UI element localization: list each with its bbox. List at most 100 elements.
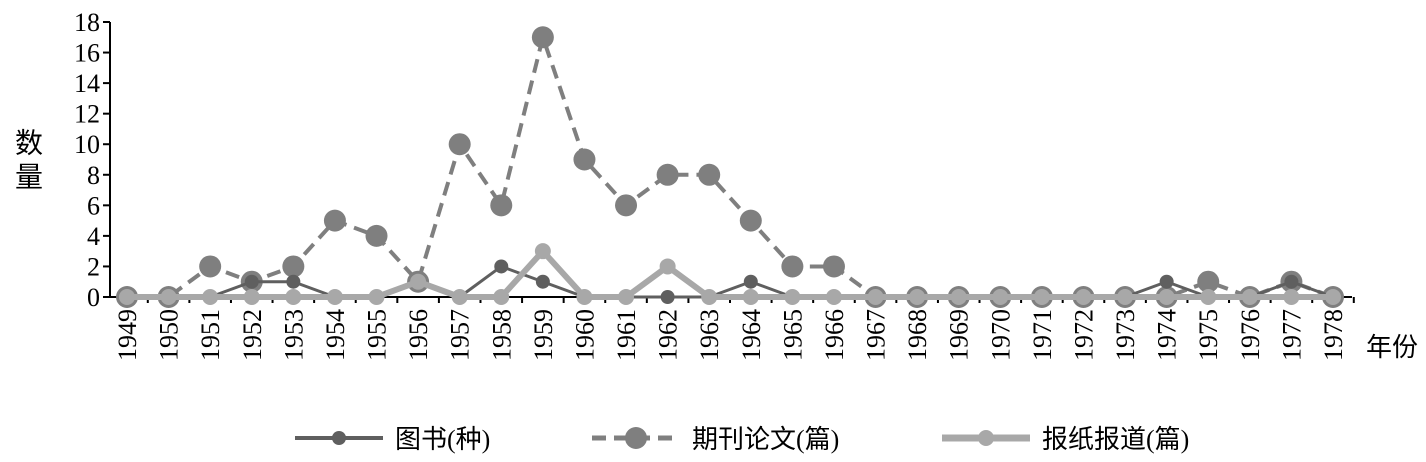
data-point bbox=[1283, 289, 1300, 305]
data-point bbox=[867, 289, 884, 305]
legend-marker bbox=[978, 430, 994, 446]
data-point bbox=[1197, 270, 1220, 293]
data-point bbox=[618, 289, 635, 305]
data-point bbox=[365, 224, 388, 247]
data-point bbox=[576, 289, 593, 305]
data-point bbox=[1075, 289, 1092, 305]
data-point bbox=[1159, 274, 1174, 289]
x-tick-label: 1961 bbox=[612, 309, 641, 361]
data-point bbox=[160, 289, 177, 305]
y-tick-label: 14 bbox=[74, 69, 100, 98]
y-tick-label: 10 bbox=[74, 130, 100, 159]
x-tick-label: 1973 bbox=[1111, 309, 1140, 361]
data-point bbox=[909, 289, 926, 305]
series-line bbox=[127, 264, 1334, 299]
data-point bbox=[534, 243, 551, 260]
x-tick-label: 1969 bbox=[945, 309, 974, 361]
data-point bbox=[656, 163, 679, 186]
data-point bbox=[368, 289, 385, 305]
x-tick-label: 1951 bbox=[196, 309, 225, 361]
data-point bbox=[448, 133, 471, 156]
x-tick-label: 1953 bbox=[279, 309, 308, 361]
data-point bbox=[1033, 289, 1050, 305]
x-tick-label: 1974 bbox=[1153, 309, 1182, 361]
x-tick-label: 1959 bbox=[529, 309, 558, 361]
data-point bbox=[660, 290, 675, 304]
legend-marker bbox=[332, 431, 346, 445]
x-tick-label: 1949 bbox=[113, 309, 142, 361]
data-point bbox=[493, 289, 510, 305]
data-point bbox=[286, 274, 301, 289]
x-tick-label: 1975 bbox=[1194, 309, 1223, 361]
legend-label: 报纸报道(篇) bbox=[1042, 425, 1189, 454]
x-tick-label: 1970 bbox=[986, 309, 1015, 361]
y-axis-label: 数量 bbox=[11, 128, 42, 196]
data-point bbox=[1117, 289, 1134, 305]
x-tick-label: 1954 bbox=[321, 309, 350, 361]
data-point bbox=[992, 289, 1009, 305]
data-point bbox=[244, 274, 259, 289]
data-point bbox=[490, 194, 513, 217]
data-point bbox=[535, 274, 550, 289]
data-point bbox=[825, 289, 842, 305]
y-tick-label: 16 bbox=[74, 39, 100, 68]
data-point bbox=[243, 289, 260, 305]
data-point bbox=[701, 289, 718, 305]
legend-marker bbox=[625, 427, 647, 449]
x-tick-label: 1977 bbox=[1277, 309, 1306, 361]
data-point bbox=[285, 289, 302, 305]
x-tick-label: 1952 bbox=[238, 309, 267, 361]
data-point bbox=[739, 209, 762, 232]
y-tick-label: 18 bbox=[74, 8, 100, 37]
x-tick-label: 1976 bbox=[1236, 309, 1265, 361]
data-point bbox=[743, 274, 758, 289]
x-tick-label: 1958 bbox=[487, 309, 516, 361]
data-point bbox=[199, 255, 222, 278]
x-tick-label: 1968 bbox=[903, 309, 932, 361]
data-point bbox=[659, 258, 676, 275]
x-tick-label: 1964 bbox=[737, 309, 766, 361]
data-point bbox=[822, 255, 845, 278]
x-axis-label: 年份 bbox=[1366, 333, 1418, 362]
data-point bbox=[282, 255, 305, 278]
data-point bbox=[1200, 289, 1217, 305]
data-point bbox=[326, 289, 343, 305]
x-tick-label: 1950 bbox=[155, 309, 184, 361]
y-tick-label: 6 bbox=[87, 191, 100, 220]
y-tick-label: 12 bbox=[74, 100, 100, 129]
legend-label: 期刊论文(篇) bbox=[692, 425, 839, 454]
data-point bbox=[742, 289, 759, 305]
data-point bbox=[1284, 274, 1299, 289]
data-point bbox=[410, 273, 427, 290]
data-point bbox=[573, 148, 596, 171]
data-point bbox=[451, 289, 468, 305]
data-point bbox=[950, 289, 967, 305]
x-tick-label: 1978 bbox=[1319, 309, 1348, 361]
x-tick-label: 1956 bbox=[404, 309, 433, 361]
x-tick-label: 1955 bbox=[363, 309, 392, 361]
data-point bbox=[202, 289, 219, 305]
data-point bbox=[1158, 289, 1175, 305]
x-tick-label: 1972 bbox=[1069, 309, 1098, 361]
x-tick-label: 1960 bbox=[570, 309, 599, 361]
x-tick-label: 1966 bbox=[820, 309, 849, 361]
x-tick-label: 1963 bbox=[695, 309, 724, 361]
data-point bbox=[323, 209, 346, 232]
data-point bbox=[698, 163, 721, 186]
legend-label: 图书(种) bbox=[395, 425, 490, 454]
data-point bbox=[119, 289, 135, 305]
x-tick-label: 1962 bbox=[654, 309, 683, 361]
data-point bbox=[1241, 289, 1258, 305]
y-tick-label: 4 bbox=[87, 222, 100, 251]
x-tick-label: 1971 bbox=[1028, 309, 1057, 361]
data-point bbox=[781, 255, 804, 278]
data-point bbox=[784, 289, 801, 305]
data-point bbox=[531, 26, 554, 49]
data-point bbox=[1325, 289, 1341, 305]
y-tick-label: 2 bbox=[87, 252, 100, 281]
x-tick-label: 1957 bbox=[446, 309, 475, 361]
y-tick-label: 0 bbox=[87, 283, 100, 312]
x-tick-label: 1967 bbox=[862, 309, 891, 361]
